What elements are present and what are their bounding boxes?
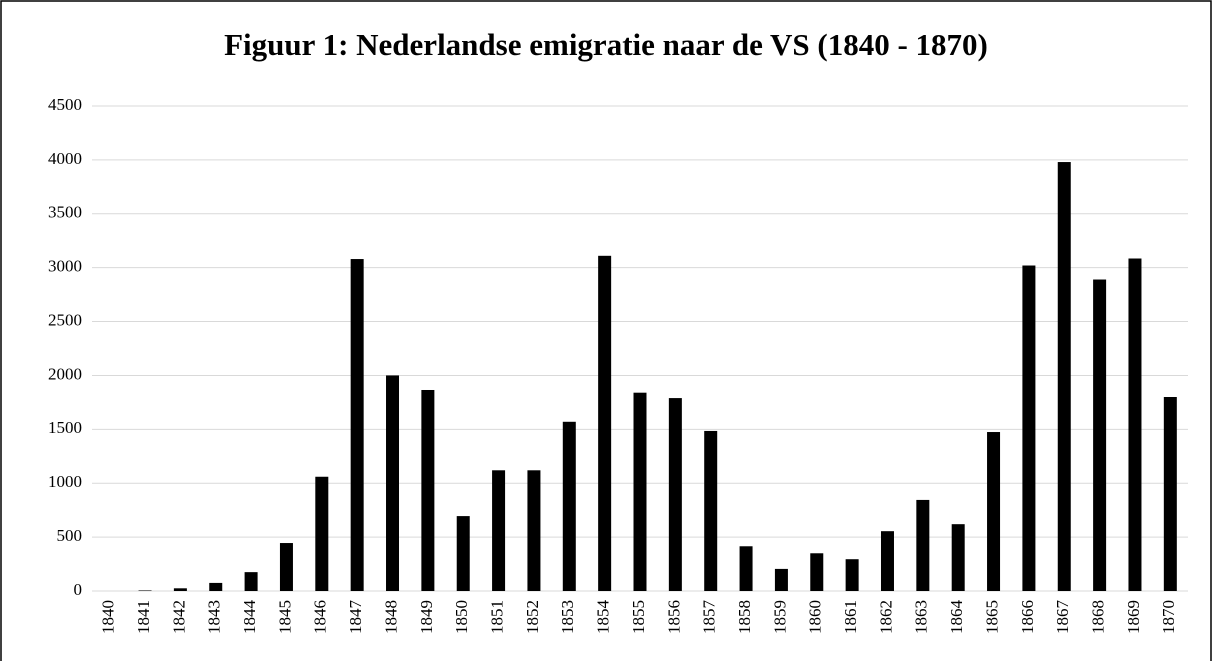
bar [598, 255, 612, 592]
bar [386, 375, 400, 591]
y-tick-label: 1000 [48, 472, 82, 491]
y-tick-label: 4500 [48, 95, 82, 114]
x-tick-label: 1853 [558, 600, 577, 634]
bar [421, 389, 435, 591]
bar [987, 432, 1001, 591]
bar [244, 572, 258, 591]
bar [633, 392, 647, 591]
y-tick-label: 2500 [48, 310, 82, 329]
bar [138, 590, 152, 591]
bar [880, 531, 894, 591]
bar [916, 499, 930, 591]
x-tick-label: 1860 [806, 600, 825, 634]
y-tick-label: 4000 [48, 149, 82, 168]
bar [527, 470, 541, 591]
x-tick-label: 1846 [311, 600, 330, 634]
x-tick-label: 1851 [487, 600, 506, 634]
bar [810, 553, 824, 591]
bar [668, 398, 682, 591]
x-tick-label: 1854 [594, 600, 613, 635]
bar [1022, 265, 1036, 591]
x-tick-label: 1847 [346, 600, 365, 635]
x-tick-label: 1843 [205, 600, 224, 634]
bar [704, 430, 718, 591]
y-tick-label: 3500 [48, 203, 82, 222]
y-tick-label: 3000 [48, 257, 82, 276]
bar [279, 543, 293, 591]
bar [492, 470, 506, 591]
x-tick-label: 1862 [876, 600, 895, 634]
x-tick-label: 1842 [169, 600, 188, 634]
x-tick-label: 1845 [275, 600, 294, 634]
bar [739, 546, 753, 591]
x-tick-label: 1859 [770, 600, 789, 634]
bar [562, 421, 576, 591]
bar [774, 568, 788, 591]
bar [845, 559, 859, 591]
x-tick-label: 1856 [664, 600, 683, 634]
bar [1093, 279, 1107, 591]
bar [350, 259, 364, 591]
x-tick-label: 1844 [240, 600, 259, 635]
x-tick-label: 1868 [1089, 600, 1108, 634]
x-tick-label: 1850 [452, 600, 471, 634]
x-tick-label: 1849 [417, 600, 436, 634]
bar [173, 588, 187, 591]
x-tick-label: 1840 [99, 600, 118, 634]
y-tick-label: 1500 [48, 418, 82, 437]
x-tick-label: 1841 [134, 600, 153, 634]
x-tick-label: 1848 [381, 600, 400, 634]
y-tick-label: 0 [74, 580, 83, 599]
x-tick-label: 1864 [947, 600, 966, 635]
x-tick-label: 1865 [982, 600, 1001, 634]
bar [1163, 397, 1177, 591]
x-tick-label: 1867 [1053, 600, 1072, 635]
bar [315, 476, 329, 591]
x-tick-label: 1852 [523, 600, 542, 634]
bar [951, 524, 965, 591]
bar [209, 582, 223, 591]
x-tick-label: 1858 [735, 600, 754, 634]
chart-title: Figuur 1: Nederlandse emigratie naar de … [224, 27, 988, 62]
y-tick-label: 2000 [48, 364, 82, 383]
x-tick-label: 1855 [629, 600, 648, 634]
bar [456, 516, 470, 591]
bar [1128, 258, 1142, 591]
x-tick-label: 1869 [1124, 600, 1143, 634]
y-tick-label: 500 [57, 526, 83, 545]
x-tick-label: 1870 [1159, 600, 1178, 634]
x-tick-label: 1857 [700, 600, 719, 635]
x-tick-label: 1863 [912, 600, 931, 634]
x-tick-label: 1866 [1018, 600, 1037, 634]
bar [1057, 162, 1071, 592]
x-tick-label: 1861 [841, 600, 860, 634]
